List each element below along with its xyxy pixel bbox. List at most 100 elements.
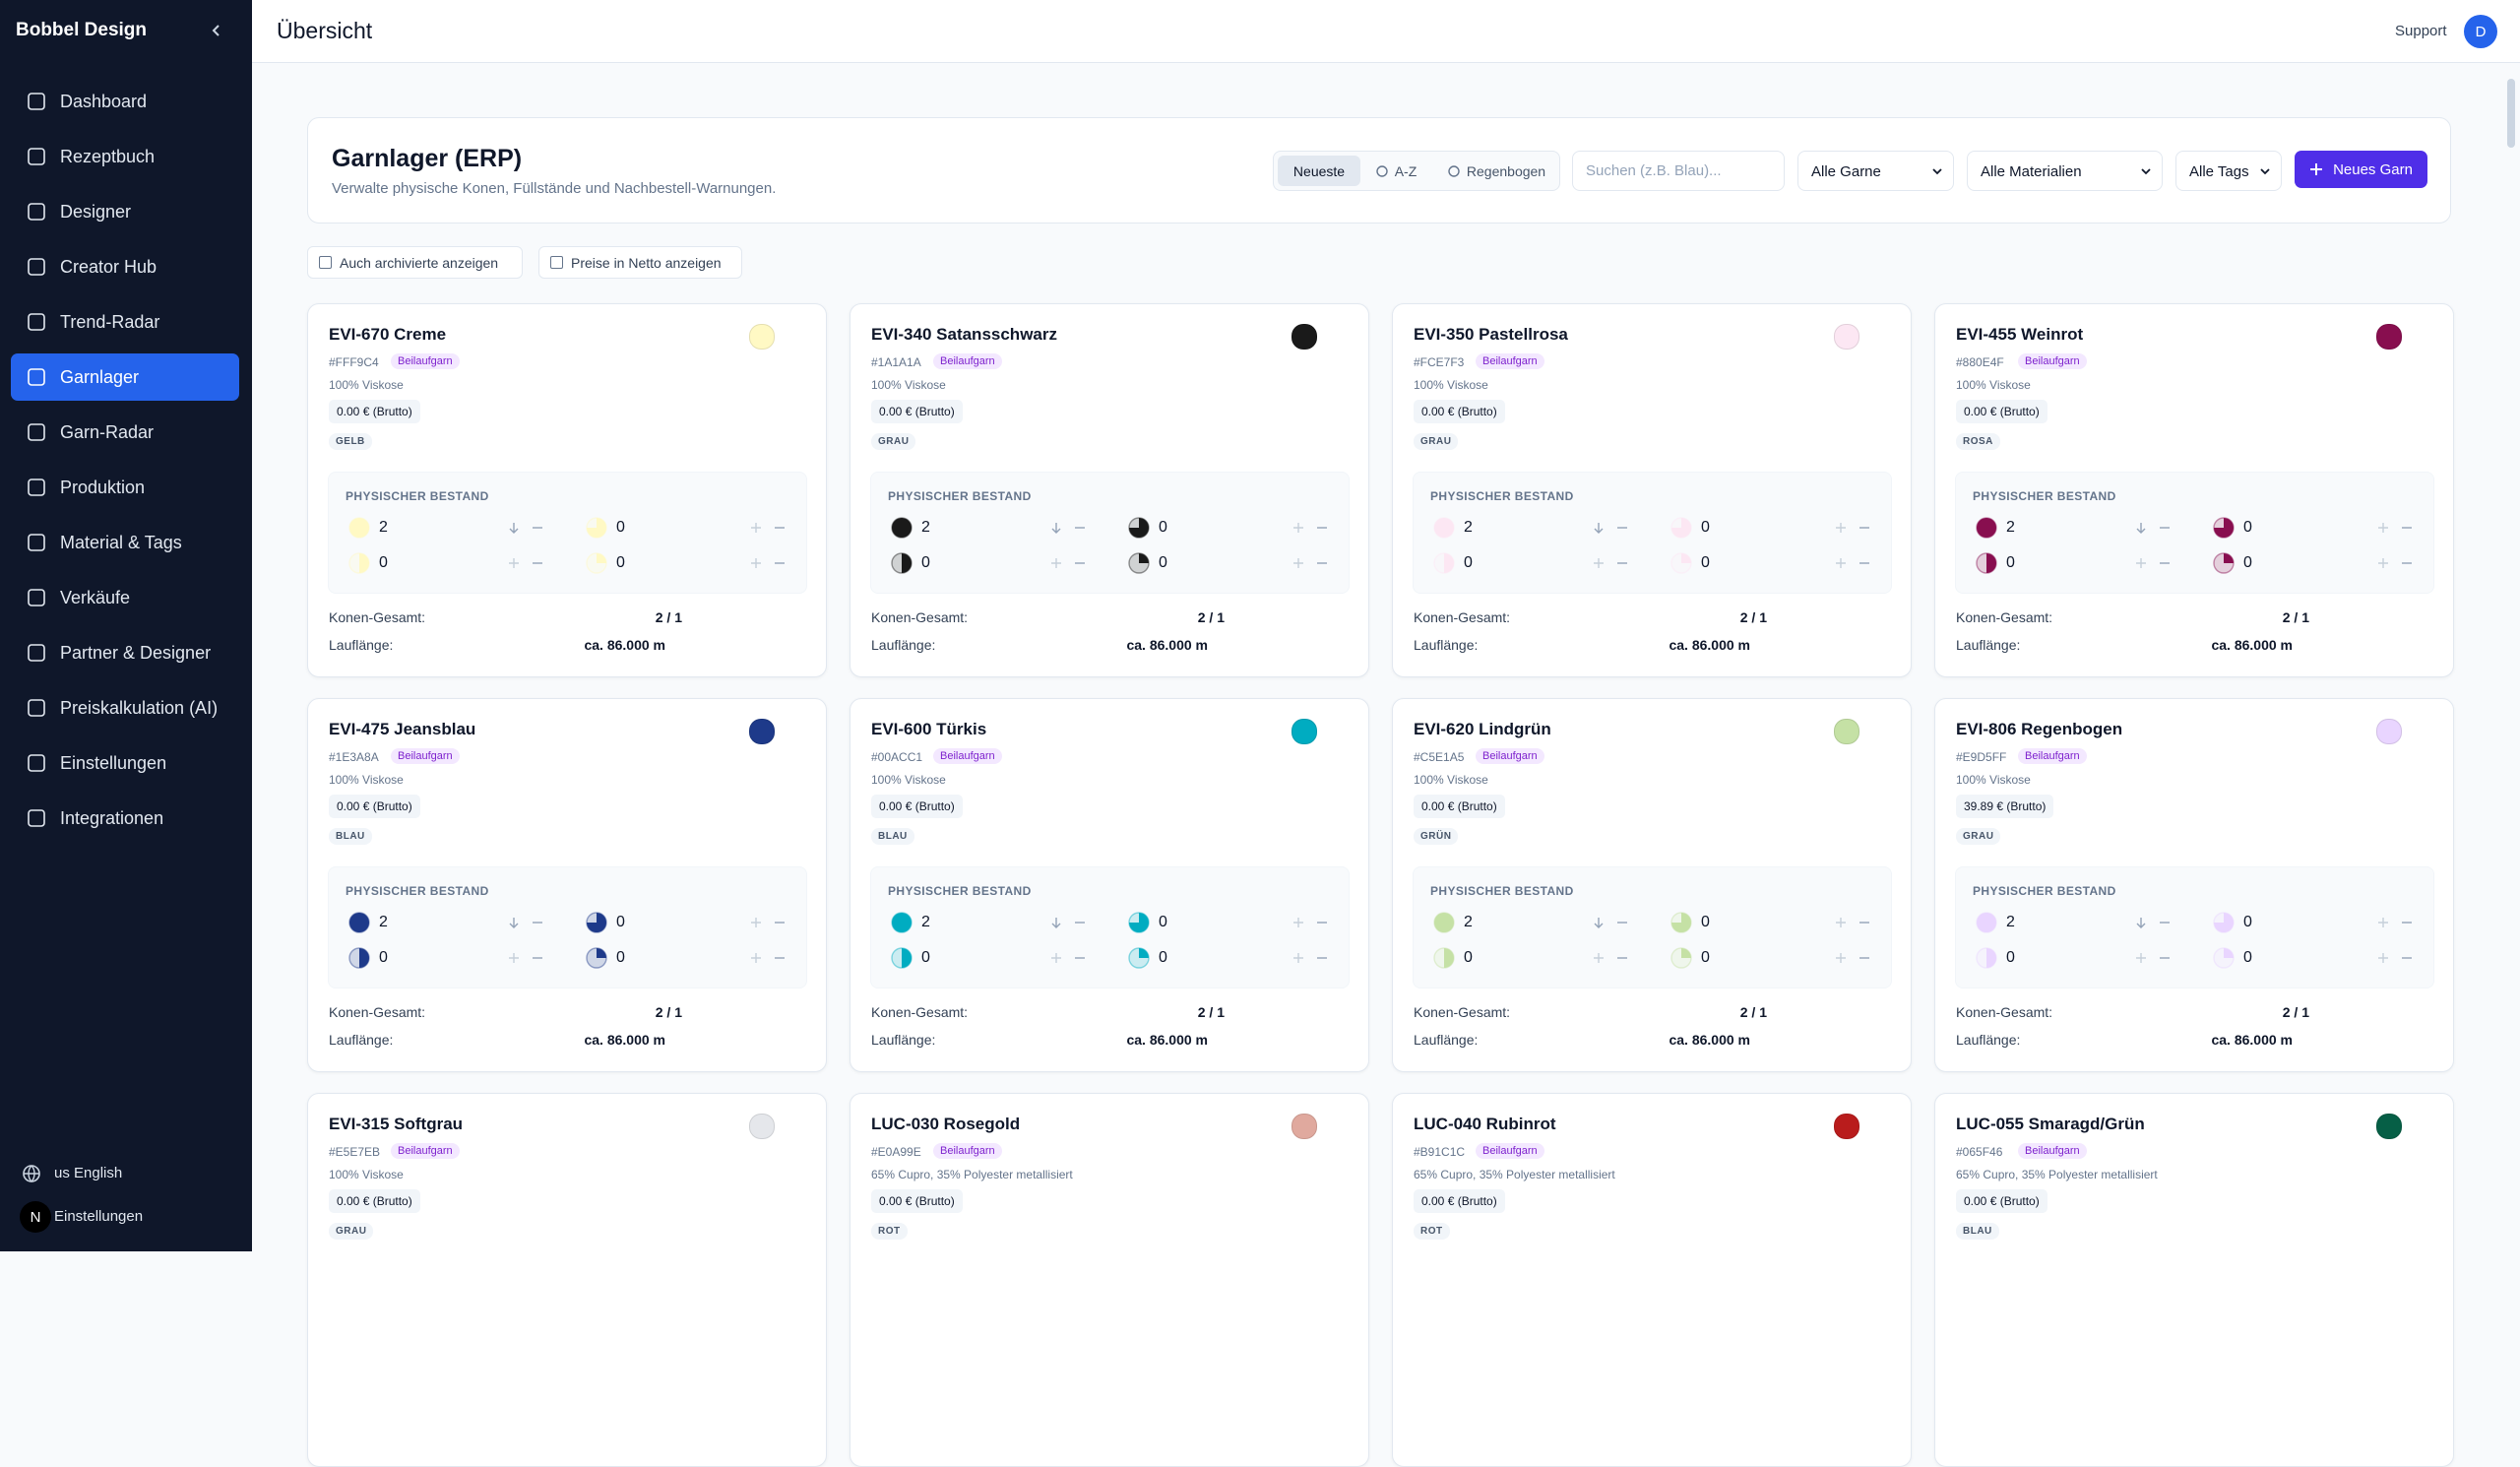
filter-select[interactable]: Alle Garne	[1797, 151, 1954, 191]
minus-button[interactable]	[1858, 522, 1870, 534]
plus-button[interactable]	[750, 917, 762, 928]
minus-button[interactable]	[2159, 522, 2171, 534]
yarn-card[interactable]: EVI-620 Lindgrün #C5E1A5 Beilaufgarn 100% V…	[1392, 698, 1912, 1072]
minus-button[interactable]	[774, 917, 786, 928]
down-button[interactable]	[508, 917, 520, 928]
nav-item[interactable]: Garn-Radar	[11, 409, 239, 456]
minus-button[interactable]	[532, 917, 543, 928]
nav-item[interactable]: Einstellungen	[11, 739, 239, 787]
yarn-card[interactable]: LUC-055 Smaragd/Grün #065F46 Beilaufgarn 65…	[1934, 1093, 2454, 1467]
filter-select[interactable]: Alle Materialien	[1967, 151, 2163, 191]
minus-button[interactable]	[1616, 557, 1628, 569]
plus-button[interactable]	[1050, 557, 1062, 569]
plus-button[interactable]	[508, 557, 520, 569]
minus-button[interactable]	[532, 522, 543, 534]
yarn-card[interactable]: EVI-475 Jeansblau #1E3A8A Beilaufgarn 100% …	[307, 698, 827, 1072]
plus-button[interactable]	[1835, 522, 1847, 534]
plus-button[interactable]	[750, 952, 762, 964]
plus-button[interactable]	[750, 557, 762, 569]
language[interactable]: us English	[54, 1165, 123, 1181]
minus-button[interactable]	[1616, 917, 1628, 928]
yarn-card[interactable]: LUC-040 Rubinrot #B91C1C Beilaufgarn 65% Cu…	[1392, 1093, 1912, 1467]
down-button[interactable]	[2135, 917, 2147, 928]
minus-button[interactable]	[1616, 952, 1628, 964]
down-button[interactable]	[2135, 522, 2147, 534]
support-link[interactable]: Support	[2395, 23, 2447, 39]
minus-button[interactable]	[1858, 952, 1870, 964]
down-button[interactable]	[1593, 522, 1605, 534]
minus-button[interactable]	[1858, 917, 1870, 928]
plus-button[interactable]	[1835, 917, 1847, 928]
plus-button[interactable]	[1292, 917, 1304, 928]
yarn-card[interactable]: EVI-315 Softgrau #E5E7EB Beilaufgarn 100% V…	[307, 1093, 827, 1467]
plus-button[interactable]	[1835, 952, 1847, 964]
down-button[interactable]	[1593, 917, 1605, 928]
minus-button[interactable]	[1316, 952, 1328, 964]
minus-button[interactable]	[2401, 917, 2413, 928]
minus-button[interactable]	[1316, 557, 1328, 569]
yarn-card[interactable]: EVI-600 Türkis #00ACC1 Beilaufgarn 100% Vis…	[850, 698, 1369, 1072]
plus-button[interactable]	[1835, 557, 1847, 569]
yarn-card[interactable]: EVI-806 Regenbogen #E9D5FF Beilaufgarn 100%…	[1934, 698, 2454, 1072]
nav-item[interactable]: Integrationen	[11, 795, 239, 842]
minus-button[interactable]	[774, 952, 786, 964]
sort-button[interactable]: Regenbogen	[1435, 156, 1557, 186]
search-input[interactable]: Suchen (z.B. Blau)...	[1572, 151, 1785, 191]
sort-button[interactable]: A-Z	[1360, 156, 1431, 186]
option-checkbox[interactable]: Preise in Netto anzeigen	[538, 246, 742, 279]
down-button[interactable]	[508, 522, 520, 534]
sort-button[interactable]: Neueste	[1278, 156, 1360, 186]
plus-button[interactable]	[1593, 557, 1605, 569]
nav-item[interactable]: Creator Hub	[11, 243, 239, 290]
plus-button[interactable]	[1292, 557, 1304, 569]
new-yarn-button[interactable]: Neues Garn	[2295, 151, 2427, 188]
plus-button[interactable]	[1292, 952, 1304, 964]
minus-button[interactable]	[1074, 952, 1086, 964]
plus-button[interactable]	[1593, 952, 1605, 964]
plus-button[interactable]	[508, 952, 520, 964]
plus-button[interactable]	[750, 522, 762, 534]
yarn-card[interactable]: EVI-455 Weinrot #880E4F Beilaufgarn 100% Vi…	[1934, 303, 2454, 677]
minus-button[interactable]	[1074, 557, 1086, 569]
minus-button[interactable]	[532, 952, 543, 964]
minus-button[interactable]	[2159, 952, 2171, 964]
nav-item[interactable]: Trend-Radar	[11, 298, 239, 346]
down-button[interactable]	[1050, 522, 1062, 534]
minus-button[interactable]	[2401, 557, 2413, 569]
minus-button[interactable]	[1316, 522, 1328, 534]
minus-button[interactable]	[532, 557, 543, 569]
nav-item[interactable]: Produktion	[11, 464, 239, 511]
yarn-card[interactable]: EVI-350 Pastellrosa #FCE7F3 Beilaufgarn 100…	[1392, 303, 1912, 677]
minus-button[interactable]	[1858, 557, 1870, 569]
yarn-card[interactable]: EVI-340 Satansschwarz #1A1A1A Beilaufgarn 1…	[850, 303, 1369, 677]
minus-button[interactable]	[1074, 522, 1086, 534]
collapse-button[interactable]	[210, 24, 223, 37]
minus-button[interactable]	[2401, 952, 2413, 964]
minus-button[interactable]	[2401, 522, 2413, 534]
minus-button[interactable]	[2159, 917, 2171, 928]
down-button[interactable]	[1050, 917, 1062, 928]
minus-button[interactable]	[2159, 557, 2171, 569]
nav-item[interactable]: Partner & Designer	[11, 629, 239, 676]
plus-button[interactable]	[2135, 952, 2147, 964]
minus-button[interactable]	[774, 557, 786, 569]
user-avatar[interactable]: N	[20, 1201, 51, 1233]
nav-item[interactable]: Dashboard	[11, 78, 239, 125]
nav-item[interactable]: Garnlager	[11, 353, 239, 401]
plus-button[interactable]	[2135, 557, 2147, 569]
option-checkbox[interactable]: Auch archivierte anzeigen	[307, 246, 523, 279]
minus-button[interactable]	[774, 522, 786, 534]
filter-select[interactable]: Alle Tags	[2175, 151, 2282, 191]
minus-button[interactable]	[1616, 522, 1628, 534]
plus-button[interactable]	[2377, 917, 2389, 928]
nav-item[interactable]: Material & Tags	[11, 519, 239, 566]
plus-button[interactable]	[2377, 557, 2389, 569]
nav-item[interactable]: Rezeptbuch	[11, 133, 239, 180]
nav-item[interactable]: Designer	[11, 188, 239, 235]
settings-link[interactable]: Einstellungen	[54, 1208, 144, 1225]
user-avatar[interactable]: D	[2464, 15, 2497, 48]
nav-item[interactable]: Preiskalkulation (AI)	[11, 684, 239, 732]
minus-button[interactable]	[1316, 917, 1328, 928]
yarn-card[interactable]: LUC-030 Rosegold #E0A99E Beilaufgarn 65% Cu…	[850, 1093, 1369, 1467]
plus-button[interactable]	[2377, 522, 2389, 534]
